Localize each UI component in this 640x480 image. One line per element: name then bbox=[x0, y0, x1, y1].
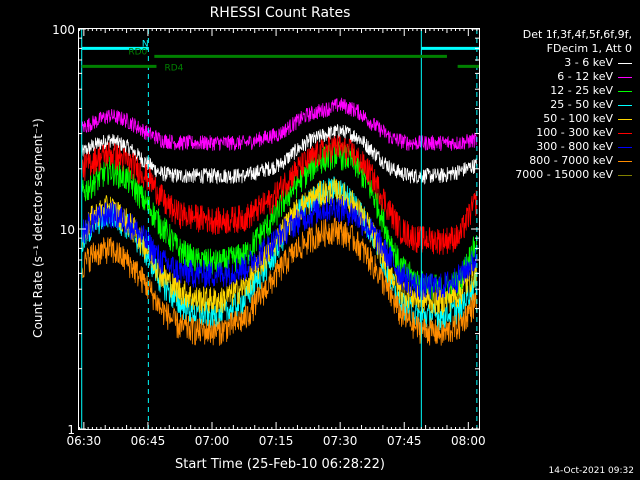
legend-header-line-1: Det 1f,3f,4f,5f,6f,9f, bbox=[522, 28, 632, 41]
legend-label: 100 - 300 keV bbox=[536, 126, 613, 139]
legend-label: 3 - 6 keV bbox=[564, 56, 613, 69]
legend-entry: 6 - 12 keV bbox=[478, 70, 632, 84]
legend: Det 1f,3f,4f,5f,6f,9f, FDecim 1, Att 0 3… bbox=[478, 28, 632, 182]
x-tick-label: 06:30 bbox=[67, 434, 102, 448]
chart-title: RHESSI Count Rates bbox=[210, 5, 351, 21]
series-line-3 bbox=[81, 176, 477, 331]
x-tick-label: 08:00 bbox=[451, 434, 486, 448]
legend-entry: 25 - 50 keV bbox=[478, 98, 632, 112]
x-tick-label: 07:00 bbox=[195, 434, 230, 448]
marker-layer bbox=[81, 29, 478, 429]
legend-label: 6 - 12 keV bbox=[557, 70, 613, 83]
legend-swatch bbox=[618, 104, 632, 106]
y-tick-label: 1 bbox=[67, 423, 75, 437]
y-tick-label: 100 bbox=[52, 23, 75, 37]
legend-entry: 800 - 7000 keV bbox=[478, 154, 632, 168]
x-tick-label: 07:15 bbox=[259, 434, 294, 448]
x-axis-label: Start Time (25-Feb-10 06:28:22) bbox=[175, 457, 385, 472]
legend-entry: 12 - 25 keV bbox=[478, 84, 632, 98]
legend-swatch bbox=[618, 118, 632, 120]
legend-header-line-2: FDecim 1, Att 0 bbox=[546, 42, 632, 55]
legend-swatch bbox=[618, 174, 632, 176]
interval-label: RD4 bbox=[164, 63, 183, 73]
series-line-5 bbox=[81, 135, 477, 255]
interval-label: N bbox=[142, 39, 149, 49]
x-tick-label: 06:45 bbox=[131, 434, 166, 448]
legend-label: 300 - 800 keV bbox=[536, 140, 613, 153]
interval-label: RD0 bbox=[128, 47, 147, 57]
legend-label: 50 - 100 keV bbox=[543, 112, 613, 125]
legend-entry: 7000 - 15000 keV bbox=[478, 168, 632, 182]
series-line-7 bbox=[81, 217, 477, 346]
y-tick-label: 10 bbox=[60, 223, 75, 237]
footer-timestamp: 14-Oct-2021 09:32 bbox=[548, 466, 634, 476]
legend-entry: 300 - 800 keV bbox=[478, 140, 632, 154]
series-line-6 bbox=[81, 195, 477, 301]
legend-entry: 100 - 300 keV bbox=[478, 126, 632, 140]
legend-entry: 3 - 6 keV bbox=[478, 56, 632, 70]
series-line-0 bbox=[81, 124, 477, 185]
legend-swatch bbox=[618, 76, 632, 78]
legend-swatch bbox=[618, 132, 632, 134]
legend-swatch bbox=[618, 146, 632, 148]
y-axis-label: Count Rate (s⁻¹ detector segment⁻¹) bbox=[31, 118, 45, 338]
series-layer bbox=[81, 97, 477, 346]
legend-swatch bbox=[618, 90, 632, 92]
legend-label: 7000 - 15000 keV bbox=[515, 168, 613, 181]
legend-entry: 50 - 100 keV bbox=[478, 112, 632, 126]
x-tick-label: 07:45 bbox=[387, 434, 422, 448]
legend-swatch bbox=[618, 62, 632, 64]
legend-label: 25 - 50 keV bbox=[550, 98, 613, 111]
axis-layer: 06:30 06:45 07:00 07:15 07:30 07:45 08:00 1 10 10… bbox=[52, 23, 486, 448]
legend-label: 12 - 25 keV bbox=[550, 84, 613, 97]
x-tick-label: 07:30 bbox=[323, 434, 358, 448]
legend-swatch bbox=[618, 160, 632, 162]
legend-label: 800 - 7000 keV bbox=[529, 154, 613, 167]
series-line-1 bbox=[81, 97, 477, 152]
